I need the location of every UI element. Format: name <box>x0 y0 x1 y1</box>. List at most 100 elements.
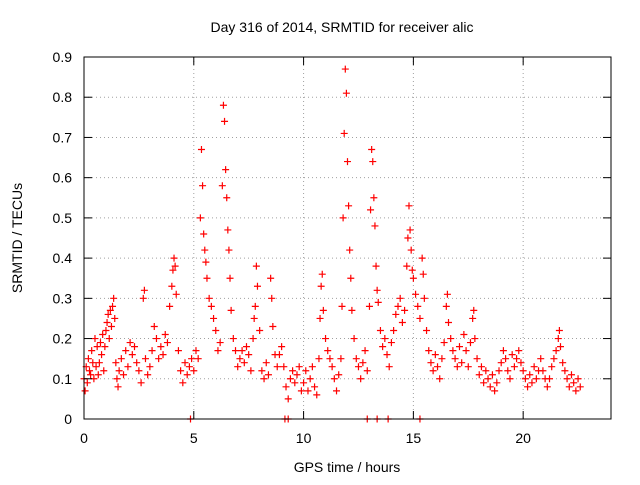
data-point <box>347 274 355 282</box>
data-point <box>256 327 264 335</box>
data-point <box>495 367 503 375</box>
data-point <box>319 306 327 314</box>
data-point <box>357 375 365 383</box>
data-point <box>275 351 283 359</box>
data-point <box>345 202 353 210</box>
data-point <box>455 343 463 351</box>
data-point <box>394 302 402 310</box>
data-point <box>144 371 152 379</box>
data-point <box>346 246 354 254</box>
data-point <box>447 335 455 343</box>
data-point <box>311 383 319 391</box>
data-point <box>168 282 176 290</box>
data-point <box>317 282 325 290</box>
data-point <box>387 339 395 347</box>
data-point <box>214 347 222 355</box>
data-point <box>371 222 379 230</box>
data-point <box>570 379 578 387</box>
data-point <box>221 117 229 125</box>
data-point <box>341 65 349 73</box>
data-point <box>519 367 527 375</box>
data-point <box>477 363 485 371</box>
data-point <box>120 371 128 379</box>
data-point <box>115 367 123 375</box>
data-point <box>234 363 242 371</box>
data-point <box>192 347 200 355</box>
data-point <box>576 383 584 391</box>
data-point <box>526 371 534 379</box>
data-point <box>464 363 472 371</box>
data-point <box>250 314 258 322</box>
plot-frame <box>83 56 612 420</box>
data-point <box>236 355 244 363</box>
data-point <box>172 290 180 298</box>
data-point <box>333 387 341 395</box>
data-point <box>297 387 305 395</box>
data-point <box>229 335 237 343</box>
data-point <box>361 347 369 355</box>
data-point <box>300 379 308 387</box>
data-point <box>510 363 518 371</box>
data-point <box>473 355 481 363</box>
data-point <box>181 359 189 367</box>
data-point <box>306 375 314 383</box>
data-point <box>289 367 297 375</box>
data-point <box>109 302 117 310</box>
data-point <box>194 355 202 363</box>
data-point <box>469 314 477 322</box>
data-point <box>83 379 91 387</box>
data-point <box>354 363 362 371</box>
data-point <box>126 339 134 347</box>
data-point <box>370 194 378 202</box>
data-point <box>146 363 154 371</box>
data-point <box>124 363 132 371</box>
data-point <box>170 254 178 262</box>
data-point <box>365 302 373 310</box>
data-point <box>423 327 431 335</box>
data-point <box>396 294 404 302</box>
y-tick-label: 0.5 <box>53 210 73 226</box>
data-point <box>539 367 547 375</box>
data-point <box>471 335 479 343</box>
data-point <box>486 383 494 391</box>
data-point <box>122 347 130 355</box>
y-axis-ticks: 0 0.1 0.2 0.3 0.4 0.5 0.6 0.7 0.8 0.9 <box>53 49 611 427</box>
data-point <box>318 270 326 278</box>
y-tick-label: 0.8 <box>53 89 73 105</box>
data-point <box>103 318 111 326</box>
data-point <box>199 182 207 190</box>
data-point <box>445 318 453 326</box>
data-point <box>253 282 261 290</box>
data-point <box>348 306 356 314</box>
data-point <box>342 89 350 97</box>
data-point <box>85 367 93 375</box>
data-point <box>532 375 540 383</box>
data-point <box>117 355 125 363</box>
data-point <box>131 343 139 351</box>
data-point <box>434 363 442 371</box>
data-point <box>137 379 145 387</box>
data-point <box>340 129 348 137</box>
data-point <box>110 294 118 302</box>
data-point <box>392 310 400 318</box>
x-tick-label: 20 <box>515 430 531 446</box>
data-point <box>419 270 427 278</box>
data-point <box>436 375 444 383</box>
data-point <box>106 306 114 314</box>
x-axis-ticks: 0 5 10 15 20 <box>80 57 531 446</box>
data-points <box>80 65 584 423</box>
data-point <box>107 322 115 330</box>
data-point <box>484 375 492 383</box>
data-point <box>150 322 158 330</box>
data-point <box>414 302 422 310</box>
data-point <box>98 351 106 359</box>
data-point <box>363 367 371 375</box>
data-point <box>475 371 483 379</box>
data-point <box>367 206 375 214</box>
y-tick-label: 0.1 <box>53 371 73 387</box>
data-point <box>304 387 312 395</box>
data-point <box>403 262 411 270</box>
data-point <box>339 214 347 222</box>
data-point <box>219 101 227 109</box>
data-point <box>409 274 417 282</box>
